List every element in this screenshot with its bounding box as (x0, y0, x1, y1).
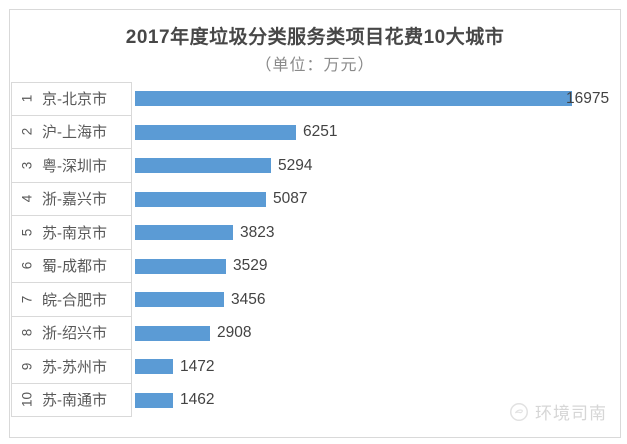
city-label: 皖-合肥市 (42, 291, 107, 309)
bar-area: 2908 (135, 317, 620, 351)
rank-label: 3 (19, 161, 35, 170)
category-cell: 2 沪-上海市 (11, 115, 132, 149)
bar-area: 1462 (135, 384, 620, 418)
rank-label: 7 (19, 295, 35, 304)
chart-row: 9 苏-苏州市 1472 (11, 350, 620, 384)
chart-row: 5 苏-南京市 3823 (11, 216, 620, 250)
chart-title: 2017年度垃圾分类服务类项目花费10大城市 (125, 27, 505, 48)
city-label: 苏-南通市 (42, 392, 107, 410)
city-label: 京-北京市 (42, 91, 107, 109)
bar-area: 6251 (135, 116, 620, 150)
bar-area: 5087 (135, 183, 620, 217)
rank-label: 6 (19, 262, 35, 270)
bar-chart: 1 京-北京市 16975 2 沪-上海市 6251 3 粤-深圳市 5 2 9 4 … (11, 82, 620, 417)
value-label: 6251 (303, 123, 338, 141)
bar (135, 225, 233, 241)
category-cell: 9 苏-苏州市 (11, 350, 132, 384)
rank-label: 9 (19, 362, 35, 371)
value-label: 5294 (278, 156, 313, 174)
city-label: 苏-苏州市 (42, 358, 107, 376)
rank-label: 1 (19, 95, 35, 103)
bar-area: 16975 (135, 82, 620, 116)
value-label: 1472 (180, 357, 215, 375)
bar (135, 292, 224, 308)
bar (135, 191, 266, 207)
chart-row: 2 沪-上海市 6251 (11, 115, 620, 150)
watermark: 环境司南 (508, 399, 607, 424)
rank-label: 4 (19, 195, 35, 203)
chart-panel: 2017年度垃圾分类服务类项目花费10大城市 （单位：万元） 1 京-北京市 1… (9, 9, 621, 438)
value-label: 2908 (217, 324, 252, 342)
chart-row: 4 浙-嘉兴市 5087 (11, 182, 620, 217)
value-label: 1462 (180, 391, 215, 409)
rank-label: 10 (19, 392, 35, 408)
category-cell: 10 苏-南通市 (11, 383, 132, 417)
city-label: 蜀-成都市 (42, 258, 107, 276)
chart-subtitle: （单位：万元） (255, 57, 375, 74)
category-cell: 1 京-北京市 (11, 82, 132, 116)
chart-row: 6 蜀-成都市 3529 (11, 249, 620, 284)
chart-row: 7 皖-合肥市 3456 (11, 283, 620, 317)
chart-row: 8 浙-绍兴市 2908 (11, 316, 620, 351)
rank-label: 5 (19, 228, 35, 237)
category-cell: 4 浙-嘉兴市 (11, 182, 132, 216)
bar (135, 158, 271, 174)
value-label: 5087 (273, 190, 308, 208)
value-label: 3529 (233, 257, 268, 275)
bar (135, 359, 173, 375)
watermark-text: 环境司南 (535, 404, 607, 423)
chart-row: 10 苏-南通市 1462 (11, 383, 620, 418)
city-label: 粤-深圳市 (42, 157, 107, 175)
bar (135, 325, 210, 341)
city-label: 浙-嘉兴市 (42, 191, 107, 209)
value-label: 16975 (566, 89, 610, 107)
bar (135, 124, 296, 140)
city-label: 沪-上海市 (42, 124, 107, 142)
category-cell: 6 蜀-成都市 (11, 249, 132, 283)
category-cell: 7 皖-合肥市 (11, 283, 132, 317)
bar-area: 5294 (135, 149, 620, 183)
bar-area: 3529 (135, 250, 620, 284)
category-cell: 8 浙-绍兴市 (11, 316, 132, 350)
value-label: 3823 (240, 223, 275, 241)
chart-row: 1 京-北京市 16975 (11, 82, 620, 116)
rank-label: 2 (19, 128, 35, 136)
compass-icon (510, 402, 528, 421)
bar (135, 258, 226, 274)
bar (135, 392, 173, 408)
rank-label: 8 (19, 329, 35, 337)
category-cell: 5 苏-南京市 (11, 216, 132, 250)
category-cell: 3 粤-深圳市 (11, 149, 132, 183)
city-label: 浙-绍兴市 (42, 325, 107, 343)
bar-area: 1472 (135, 350, 620, 384)
bar-area: 3456 (135, 283, 620, 317)
bar (135, 91, 572, 107)
value-label: 3456 (231, 290, 266, 308)
chart-row: 3 粤-深圳市 5294 (11, 149, 620, 183)
bar-area: 3823 (135, 216, 620, 250)
city-label: 苏-南京市 (42, 224, 107, 242)
